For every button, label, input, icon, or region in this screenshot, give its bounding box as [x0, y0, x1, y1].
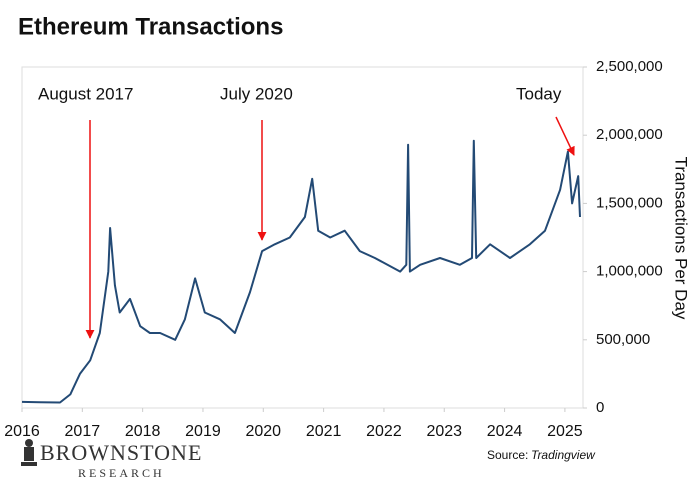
annotation: July 2020: [220, 84, 293, 103]
source-label: Source:: [487, 448, 528, 462]
plot-frame: [21, 66, 584, 409]
annotation: August 2017: [38, 84, 133, 103]
y-tick-label: 0: [596, 399, 604, 416]
x-tick-label: 2021: [306, 423, 342, 440]
y-tick-label: 1,500,000: [596, 194, 663, 211]
annotation: Today: [516, 84, 562, 103]
x-tick-label: 2020: [245, 423, 281, 440]
x-tick-label: 2024: [487, 423, 523, 440]
x-tick-label: 2019: [185, 423, 221, 440]
y-tick-label: 1,000,000: [596, 263, 663, 280]
x-tick-label: 2018: [125, 423, 161, 440]
x-tick-label: 2017: [65, 423, 101, 440]
brand: BROWNSTONE: [40, 440, 202, 465]
x-tick-label: 2025: [547, 423, 583, 440]
annotation-arrow: [555, 116, 575, 156]
line: [21, 139, 581, 404]
brand-icon: [21, 439, 37, 466]
y-tick-label: 2,500,000: [596, 58, 663, 75]
x-tick-label: 2022: [366, 423, 402, 440]
x-tick-label: 2023: [426, 423, 462, 440]
y-tick-label: 2,000,000: [596, 126, 663, 143]
y-tick-label: 500,000: [596, 331, 650, 348]
x-tick-label: 2016: [4, 423, 40, 440]
brand-sub: RESEARCH: [78, 466, 165, 480]
chart-title: Ethereum Transactions: [18, 13, 283, 40]
source-name: Tradingview: [531, 448, 596, 462]
y-axis-label: Transactions Per Day: [672, 157, 691, 320]
